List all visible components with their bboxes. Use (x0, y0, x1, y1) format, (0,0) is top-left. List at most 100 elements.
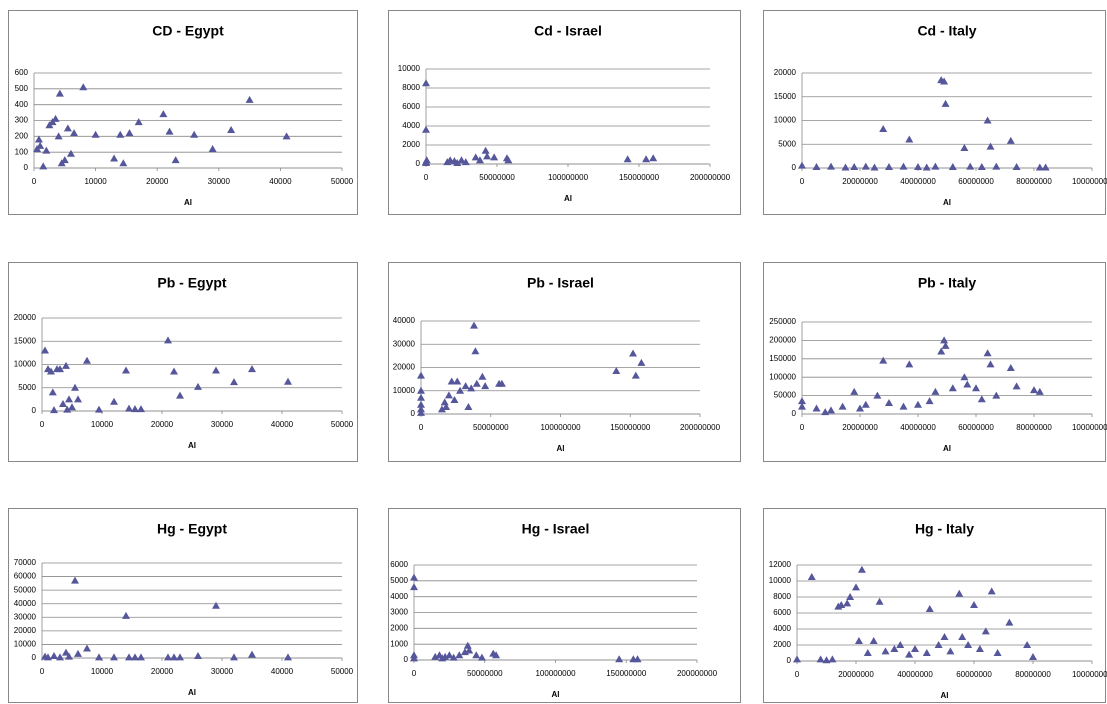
y-tick-label: 5000 (778, 139, 796, 148)
point (445, 651, 454, 659)
x-tick-label: 0 (40, 667, 45, 676)
point (972, 384, 980, 392)
point (194, 651, 202, 659)
point (36, 141, 45, 149)
point (212, 601, 220, 609)
point (948, 384, 957, 392)
y-tick-label: 5000 (390, 576, 408, 585)
point (1012, 382, 1021, 390)
point (417, 371, 425, 379)
point (230, 378, 238, 386)
point (827, 406, 835, 414)
point (437, 405, 446, 413)
point (964, 641, 973, 648)
point (922, 649, 931, 656)
point (440, 398, 449, 406)
point (464, 403, 473, 411)
y-tick-label: 2000 (773, 640, 791, 649)
point (131, 653, 139, 661)
point (1030, 386, 1038, 394)
point (245, 95, 254, 103)
point (940, 336, 949, 344)
point (60, 156, 69, 164)
point (861, 162, 870, 170)
y-tick-label: 100 (15, 147, 29, 156)
point (208, 145, 217, 152)
point (74, 649, 82, 657)
y-tick-label: 0 (32, 406, 37, 415)
point (56, 653, 64, 661)
y-tick-label: 4000 (390, 592, 408, 601)
point (637, 358, 646, 366)
point (170, 653, 178, 661)
x-tick-label: 150000000 (619, 173, 660, 182)
point (477, 653, 486, 661)
panel-border (8, 508, 358, 703)
point (934, 641, 943, 648)
y-tick-label: 20000 (774, 68, 797, 77)
point (137, 653, 145, 661)
point (79, 83, 88, 91)
y-tick-label: 50000 (14, 585, 37, 594)
y-tick-label: 10000 (398, 64, 421, 73)
chart-panel: CD - Egypt 0 100 200 300 400 500 600 0 10000 20000… (8, 10, 358, 215)
x-axis-label: Al (941, 691, 949, 700)
x-tick-label: 20000000 (838, 670, 874, 679)
panel-border (8, 10, 358, 215)
point (798, 402, 806, 410)
point (119, 159, 128, 167)
x-tick-label: 20000 (151, 420, 174, 429)
y-tick-label: 2000 (402, 140, 420, 149)
point (284, 653, 292, 661)
chart-panel: Pb - Italy 0 50000 100000 150000 200000 250000… (763, 262, 1107, 462)
point (417, 400, 425, 408)
point (463, 641, 472, 649)
y-tick-label: 0 (24, 163, 29, 172)
point (68, 403, 76, 411)
point (65, 395, 73, 403)
point (633, 655, 642, 663)
point (946, 647, 955, 655)
point (905, 360, 914, 368)
point (1041, 163, 1050, 171)
point (471, 347, 480, 355)
point (504, 156, 513, 164)
x-tick-label: 80000000 (1016, 177, 1052, 186)
y-tick-label: 5000 (18, 383, 36, 392)
x-tick-label: 200000000 (680, 423, 721, 432)
point (467, 384, 476, 392)
point (54, 132, 63, 140)
point (870, 163, 879, 171)
y-tick-label: 60000 (14, 572, 37, 581)
point (925, 397, 934, 405)
point (497, 379, 506, 387)
point (164, 336, 172, 344)
point (417, 408, 425, 416)
point (993, 649, 1002, 656)
point (623, 155, 632, 163)
chart-title: Cd - Italy (917, 23, 976, 39)
point (612, 366, 621, 374)
point (846, 593, 855, 600)
point (966, 162, 975, 170)
point (456, 386, 465, 394)
x-tick-label: 0 (795, 670, 800, 679)
y-tick-label: 50000 (774, 391, 797, 400)
y-tick-label: 0 (411, 409, 416, 418)
point (922, 163, 931, 171)
x-tick-label: 60000000 (956, 670, 992, 679)
x-tick-label: 0 (424, 173, 429, 182)
point (955, 589, 964, 597)
point (39, 162, 48, 170)
y-tick-label: 10000 (14, 640, 37, 649)
point (455, 651, 464, 659)
y-tick-label: 4000 (402, 121, 420, 130)
point (417, 386, 425, 394)
x-tick-label: 50000 (331, 420, 354, 429)
point (941, 99, 950, 107)
point (248, 365, 256, 373)
point (914, 400, 922, 408)
chart-title: Pb - Italy (918, 275, 977, 291)
point (284, 377, 292, 385)
point (472, 379, 481, 387)
